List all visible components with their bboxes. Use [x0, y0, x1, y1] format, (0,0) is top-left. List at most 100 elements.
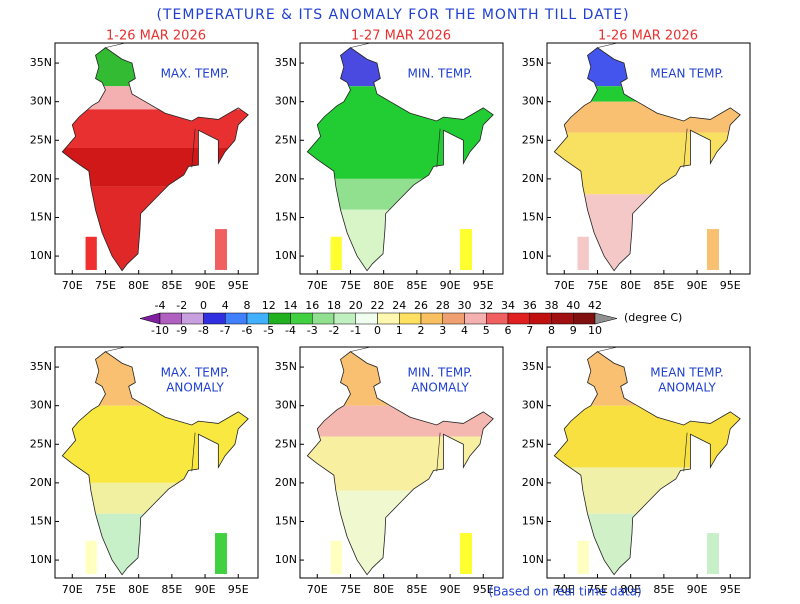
neighbor-border: [597, 42, 618, 48]
colorbar-cell: [573, 312, 596, 325]
neighbor-border: [683, 432, 688, 472]
lon-tick-label: 85E: [161, 583, 182, 596]
colorbar-upper-label: -4: [155, 299, 166, 312]
colorbar-lower-label: 5: [483, 324, 490, 337]
map-frame: [546, 346, 751, 579]
colorbar-cell: [203, 312, 226, 325]
colorbar-lower-label: -8: [198, 324, 209, 337]
island-box: [577, 540, 589, 574]
colorbar-cell: [246, 312, 269, 325]
lon-tick-label: 70E: [554, 583, 575, 596]
island-box: [330, 236, 342, 270]
colorbar-lower-label: 9: [570, 324, 577, 337]
india-outline: [306, 47, 494, 272]
lat-tick-label: 35N: [275, 360, 297, 373]
colorbar-lower-label: 10: [588, 324, 602, 337]
lon-tick-label: 90E: [440, 279, 461, 292]
colorbar-lower-label: -6: [242, 324, 253, 337]
colorbar-cell: [159, 312, 182, 325]
colorbar-lower-label: 7: [526, 324, 533, 337]
panel-label: ANOMALY: [166, 381, 224, 395]
colorbar-lower-label: -1: [350, 324, 361, 337]
lon-tick-label: 90E: [440, 583, 461, 596]
colorbar-lower-label: 2: [418, 324, 425, 337]
colorbar-lower-label: 8: [548, 324, 555, 337]
lat-tick-label: 20N: [522, 476, 544, 489]
colorbar-lower-label: 1: [396, 324, 403, 337]
panel-label: MIN. TEMP.: [408, 366, 473, 380]
india-outline: [61, 47, 249, 272]
lat-tick-label: 15N: [522, 210, 544, 223]
colorbar-upper-label: 16: [305, 299, 319, 312]
lon-tick-label: 80E: [373, 279, 394, 292]
india-outline: [553, 351, 741, 576]
colorbar-lower-label: 6: [505, 324, 512, 337]
lon-tick-label: 85E: [161, 279, 182, 292]
island-box: [330, 540, 342, 574]
colorbar-cell: [333, 312, 356, 325]
colorbar-upper-label: 34: [501, 299, 515, 312]
lon-tick-label: 95E: [720, 583, 741, 596]
colorbar-cell: [399, 312, 422, 325]
lat-tick-label: 35N: [275, 56, 297, 69]
colorbar-cell: [290, 312, 313, 325]
colorbar-cell: [377, 312, 400, 325]
panel-label: MAX. TEMP.: [161, 366, 230, 380]
island-box: [707, 533, 719, 574]
colorbar-cell: [551, 312, 574, 325]
lat-tick-label: 20N: [30, 172, 52, 185]
lon-tick-label: 80E: [128, 583, 149, 596]
island-box: [577, 236, 589, 270]
colorbar-end: [594, 312, 618, 325]
lat-tick-label: 20N: [30, 476, 52, 489]
india-outline: [306, 351, 494, 576]
lon-tick-label: 70E: [62, 279, 83, 292]
colorbar-upper-label: 30: [458, 299, 472, 312]
colorbar-lower-label: -4: [285, 324, 296, 337]
neighbor-border: [436, 128, 441, 168]
lon-tick-label: 75E: [95, 583, 116, 596]
lon-tick-label: 75E: [340, 279, 361, 292]
lat-tick-label: 15N: [522, 514, 544, 527]
colorbar-cell: [420, 312, 443, 325]
lon-tick-label: 95E: [228, 583, 249, 596]
map-frame: [54, 346, 259, 579]
colorbar-upper-label: 42: [588, 299, 602, 312]
panel-label: ANOMALY: [658, 381, 716, 395]
lat-tick-label: 15N: [275, 514, 297, 527]
lat-tick-label: 10N: [275, 553, 297, 566]
panel-label: MAX. TEMP.: [161, 67, 230, 81]
lon-tick-label: 85E: [406, 279, 427, 292]
lat-tick-label: 35N: [30, 56, 52, 69]
colorbar-upper-label: 24: [392, 299, 406, 312]
lon-tick-label: 75E: [340, 583, 361, 596]
neighbor-border: [191, 432, 196, 472]
lon-tick-label: 90E: [687, 279, 708, 292]
neighbor-border: [350, 42, 371, 48]
colorbar-upper-label: 20: [349, 299, 363, 312]
colorbar-upper-label: 36: [523, 299, 537, 312]
lat-tick-label: 30N: [30, 399, 52, 412]
colorbar-lower-label: -2: [329, 324, 340, 337]
colorbar-cell: [312, 312, 335, 325]
lat-tick-label: 35N: [522, 56, 544, 69]
lat-tick-label: 30N: [522, 399, 544, 412]
colorbar-upper-label: 8: [244, 299, 251, 312]
lat-tick-label: 30N: [275, 399, 297, 412]
neighbor-border: [436, 432, 441, 472]
colorbar-upper-label: 0: [200, 299, 207, 312]
colorbar-lower-label: -3: [307, 324, 318, 337]
colorbar-upper-label: 26: [414, 299, 428, 312]
colorbar-upper-label: 28: [436, 299, 450, 312]
lon-tick-label: 80E: [620, 279, 641, 292]
india-outline: [61, 351, 249, 576]
panel-date: 1-26 MAR 2026: [106, 29, 206, 44]
lat-tick-label: 35N: [30, 360, 52, 373]
lat-tick-label: 10N: [30, 553, 52, 566]
lon-tick-label: 80E: [620, 583, 641, 596]
lat-tick-label: 30N: [522, 95, 544, 108]
lon-tick-label: 85E: [653, 583, 674, 596]
neighbor-border: [105, 346, 126, 352]
lat-tick-label: 15N: [30, 514, 52, 527]
